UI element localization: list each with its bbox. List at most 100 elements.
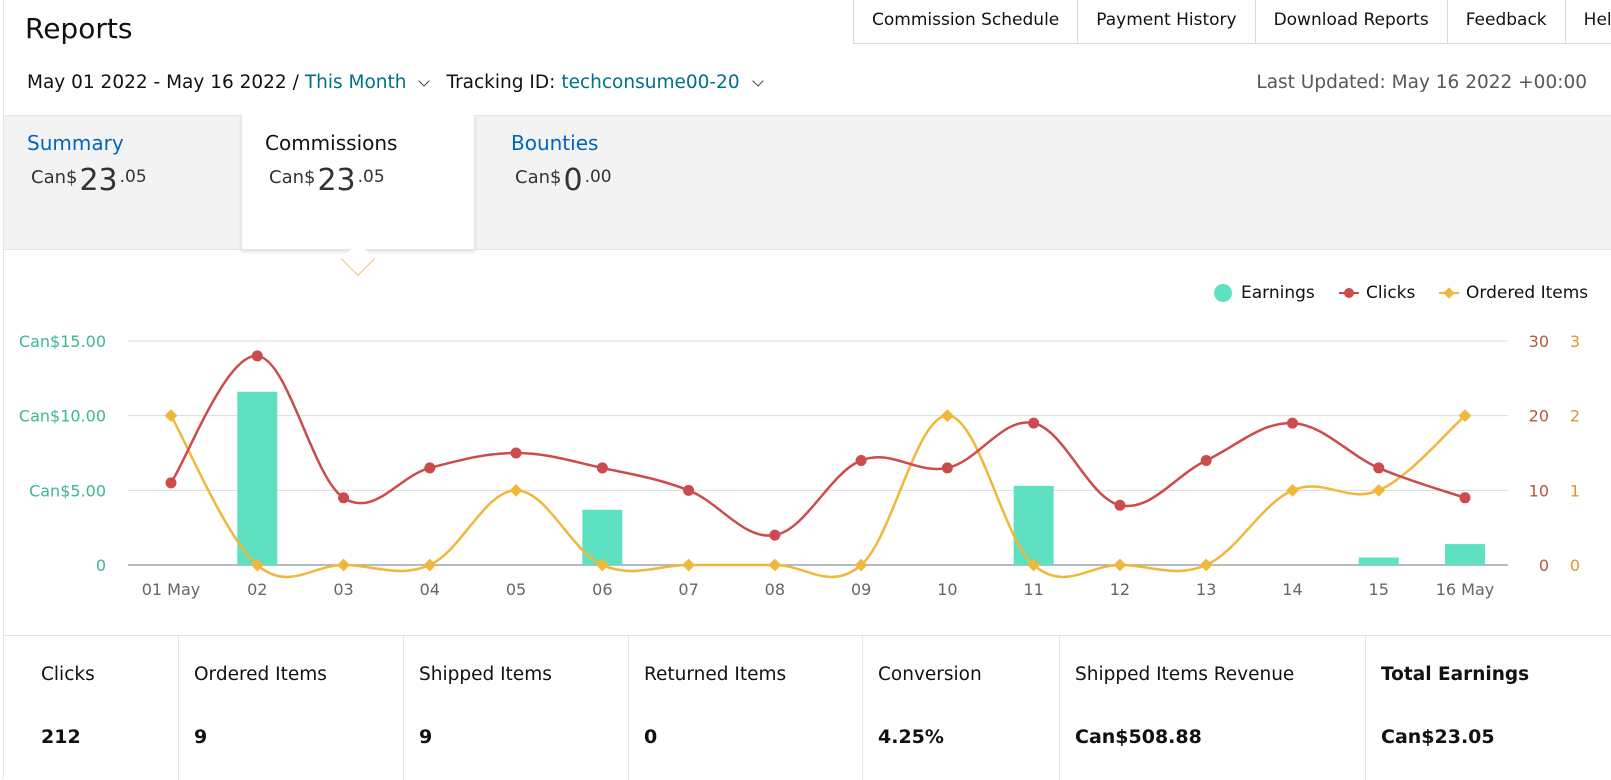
tab-bounties-label[interactable]: Bounties bbox=[511, 131, 599, 155]
x-tick-label: 14 bbox=[1282, 580, 1302, 599]
tab-bounties-amount: Can$ 0 .00 bbox=[515, 163, 701, 198]
clicks-point bbox=[1028, 417, 1040, 429]
stat-label: Conversion bbox=[878, 664, 982, 685]
clicks-point bbox=[424, 462, 436, 474]
clicks-point bbox=[1286, 417, 1298, 429]
currency-label: Can$ bbox=[31, 167, 78, 188]
date-range-text: May 01 2022 - May 16 2022 / bbox=[27, 72, 299, 93]
amount-whole: 23 bbox=[79, 163, 118, 198]
y-tick-label: Can$5.00 bbox=[29, 481, 106, 500]
stat-total-earnings: Total Earnings Can$23.05 bbox=[1366, 636, 1611, 780]
help-link[interactable]: Help bbox=[1566, 0, 1611, 43]
x-tick-label: 11 bbox=[1023, 580, 1043, 599]
clicks-point bbox=[1373, 462, 1385, 474]
x-tick-label: 01 May bbox=[142, 580, 201, 599]
y-tick-label: Can$15.00 bbox=[19, 332, 106, 351]
report-filters: May 01 2022 - May 16 2022 / This Month T… bbox=[27, 72, 776, 93]
stat-shipped-items: Shipped Items 9 bbox=[404, 636, 629, 780]
stat-label: Returned Items bbox=[644, 664, 787, 685]
stat-label: Shipped Items Revenue bbox=[1075, 664, 1295, 685]
last-updated: Last Updated: May 16 2022 +00:00 bbox=[1256, 72, 1587, 93]
x-tick-label: 07 bbox=[678, 580, 698, 599]
ordered-items-point bbox=[1286, 483, 1299, 497]
tracking-id-label: Tracking ID: bbox=[446, 72, 556, 93]
legend-ordered-items[interactable]: Ordered Items bbox=[1438, 283, 1588, 303]
chevron-down-icon[interactable] bbox=[418, 74, 431, 87]
stat-value: 212 bbox=[41, 726, 81, 748]
x-tick-label: 06 bbox=[592, 580, 612, 599]
y3-tick-label: 1 bbox=[1570, 481, 1580, 500]
stat-value: 9 bbox=[194, 726, 208, 748]
x-tick-label: 15 bbox=[1369, 580, 1389, 599]
y3-tick-label: 0 bbox=[1570, 556, 1580, 575]
top-nav: Commission Schedule Payment History Down… bbox=[853, 0, 1611, 44]
earnings-chart: 0Can$5.00Can$10.00Can$15.000102030012301… bbox=[19, 332, 1580, 599]
tab-commissions[interactable]: Commissions Can$ 23 .05 bbox=[241, 115, 475, 250]
x-tick-label: 13 bbox=[1196, 580, 1216, 599]
y3-tick-label: 3 bbox=[1570, 332, 1580, 351]
x-tick-label: 09 bbox=[851, 580, 871, 599]
ordered-items-point bbox=[1199, 558, 1213, 572]
stat-value: 4.25% bbox=[878, 726, 944, 748]
earnings-bar bbox=[1445, 544, 1485, 565]
currency-label: Can$ bbox=[515, 167, 562, 188]
legend-earnings-marker bbox=[1214, 284, 1232, 302]
y-tick-label: Can$10.00 bbox=[19, 407, 106, 426]
y3-tick-label: 2 bbox=[1570, 407, 1580, 426]
clicks-point bbox=[1459, 492, 1471, 504]
ordered-items-point bbox=[682, 558, 695, 572]
amount-fraction: .05 bbox=[357, 167, 385, 187]
stat-label: Ordered Items bbox=[194, 664, 327, 685]
ordered-items-point bbox=[1113, 558, 1127, 572]
stat-conversion: Conversion 4.25% bbox=[863, 636, 1060, 780]
stat-label: Total Earnings bbox=[1381, 664, 1530, 685]
stat-ordered-items: Ordered Items 9 bbox=[179, 636, 404, 780]
legend-earnings-label: Earnings bbox=[1241, 283, 1315, 303]
legend-ordered-marker bbox=[1439, 287, 1459, 299]
clicks-point bbox=[769, 529, 781, 541]
x-tick-label: 04 bbox=[420, 580, 440, 599]
clicks-point bbox=[941, 462, 953, 474]
earnings-bar bbox=[1013, 485, 1054, 565]
tab-commissions-label[interactable]: Commissions bbox=[265, 131, 398, 155]
clicks-point bbox=[251, 350, 263, 362]
stat-label: Shipped Items bbox=[419, 664, 552, 685]
y2-tick-label: 10 bbox=[1529, 481, 1549, 500]
tab-bounties[interactable]: Bounties Can$ 0 .00 bbox=[488, 115, 724, 250]
x-tick-label: 16 May bbox=[1436, 580, 1495, 599]
ordered-items-point bbox=[164, 409, 178, 423]
x-tick-label: 03 bbox=[333, 580, 353, 599]
clicks-point bbox=[338, 492, 350, 504]
stat-value: Can$23.05 bbox=[1381, 726, 1495, 748]
report-frame bbox=[3, 0, 1611, 779]
tab-summary-amount: Can$ 23 .05 bbox=[31, 163, 217, 198]
tab-summary-label[interactable]: Summary bbox=[27, 131, 124, 155]
stat-returned-items: Returned Items 0 bbox=[629, 636, 863, 780]
tracking-id-dropdown[interactable]: techconsume00-20 bbox=[561, 72, 740, 93]
y2-tick-label: 20 bbox=[1529, 407, 1549, 426]
ordered-items-point bbox=[941, 409, 954, 423]
commission-schedule-link[interactable]: Commission Schedule bbox=[854, 0, 1079, 43]
page-title: Reports bbox=[25, 12, 133, 45]
tab-summary[interactable]: Summary Can$ 23 .05 bbox=[4, 115, 240, 250]
legend-ordered-label: Ordered Items bbox=[1466, 283, 1589, 303]
feedback-link[interactable]: Feedback bbox=[1448, 0, 1566, 43]
tab-commissions-amount: Can$ 23 .05 bbox=[269, 163, 451, 198]
ordered-items-point bbox=[423, 558, 437, 572]
x-tick-label: 12 bbox=[1110, 580, 1130, 599]
earnings-bar bbox=[237, 391, 278, 565]
ordered-items-point bbox=[337, 558, 350, 572]
legend-earnings[interactable]: Earnings bbox=[1213, 283, 1315, 303]
stat-clicks: Clicks 212 bbox=[4, 636, 179, 780]
clicks-point bbox=[1114, 499, 1126, 511]
legend-clicks[interactable]: Clicks bbox=[1338, 283, 1415, 303]
stat-label: Clicks bbox=[41, 664, 95, 685]
x-tick-label: 02 bbox=[247, 580, 267, 599]
download-reports-link[interactable]: Download Reports bbox=[1256, 0, 1448, 43]
chevron-down-icon[interactable] bbox=[751, 74, 764, 87]
amount-whole: 0 bbox=[563, 163, 583, 198]
clicks-point bbox=[596, 462, 608, 474]
period-dropdown[interactable]: This Month bbox=[304, 72, 407, 93]
x-tick-label: 05 bbox=[506, 580, 526, 599]
payment-history-link[interactable]: Payment History bbox=[1078, 0, 1256, 43]
